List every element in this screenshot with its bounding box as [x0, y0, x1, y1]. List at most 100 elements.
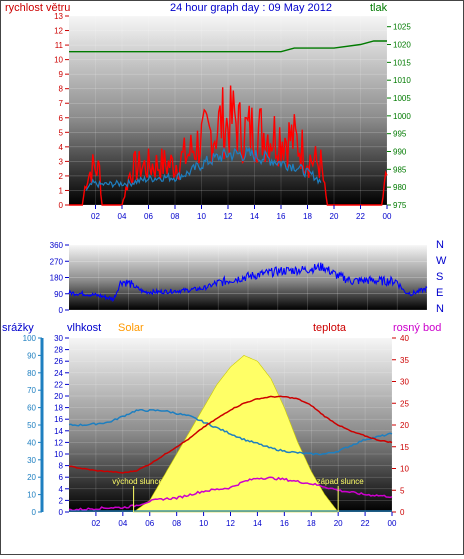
solar-area	[132, 355, 339, 513]
wind-tick-label: 9	[59, 70, 64, 79]
wind-tick-label: 2	[59, 172, 64, 181]
rain-tick-label: 90	[27, 351, 36, 360]
temperature-tick-label: 30	[400, 378, 409, 387]
wind-tick-label: 4	[59, 143, 64, 152]
wind-tick-label: 8	[59, 85, 64, 94]
pressure-axis-label: tlak	[370, 2, 388, 14]
temperature-tick-label: 10	[400, 465, 409, 474]
rain-tick-label: 60	[27, 404, 36, 413]
wind-x-tick-label: 22	[356, 212, 365, 221]
humidity-tick-label: 16	[54, 415, 63, 424]
humidity-tick-label: 30	[54, 334, 63, 343]
wind-tick-label: 11	[55, 41, 64, 50]
combo-x-tick-label: 18	[307, 519, 316, 528]
direction-plot-bg	[69, 245, 427, 310]
combo-x-tick-label: 02	[91, 519, 100, 528]
rain-tick-label: 0	[32, 508, 37, 517]
pressure-tick-label: 1025	[393, 23, 411, 32]
temperature-tick-label: 20	[400, 421, 409, 430]
pressure-tick-label: 990	[393, 148, 407, 157]
combo-x-ticks: 02 04 06 08 10 12 14 16 18 20 22 00	[91, 512, 397, 528]
rain-tick-label: 70	[27, 386, 36, 395]
humidity-tick-label: 18	[54, 404, 63, 413]
combo-x-tick-label: 14	[253, 519, 262, 528]
temperature-tick-label: 5	[400, 486, 405, 495]
wind-average-line	[85, 146, 322, 191]
rain-axis-label: srážky	[2, 322, 34, 334]
wind-x-tick-label: 04	[118, 212, 127, 221]
combo-x-tick-label: 16	[280, 519, 289, 528]
wind-tick-label: 1	[59, 186, 64, 195]
wind-tick-label: 6	[59, 114, 64, 123]
temperature-tick-label: 35	[400, 356, 409, 365]
humidity-tick-label: 22	[54, 380, 63, 389]
pressure-series	[69, 40, 387, 53]
sunrise-label: východ slunce	[112, 477, 163, 486]
combo-x-tick-label: 04	[118, 519, 127, 528]
wind-axis-label: rychlost větru	[5, 2, 70, 14]
direction-tick-label: 180	[50, 274, 64, 283]
wind-x-ticks: 02 04 06 08 10 12 14 16 18 20 22 00	[91, 205, 392, 221]
humidity-tick-label: 28	[54, 346, 63, 355]
combo-x-tick-label: 10	[199, 519, 208, 528]
rain-tick-label: 30	[27, 456, 36, 465]
direction-tick-label: 0	[59, 306, 64, 315]
wind-x-tick-label: 02	[91, 212, 100, 221]
combo-x-tick-label: 12	[226, 519, 235, 528]
humidity-tick-label: 6	[59, 473, 64, 482]
temperature-axis-label: teplota	[313, 322, 347, 334]
pressure-tick-label: 995	[393, 130, 407, 139]
wind-tick-label: 7	[59, 99, 64, 108]
pressure-tick-label: 1000	[393, 112, 411, 121]
wind-x-tick-label: 00	[383, 212, 392, 221]
direction-left-ticks: 0 90 180 270 360	[50, 241, 69, 315]
direction-tick-label: 360	[50, 241, 64, 250]
sun-annotations: východ slunce západ slunce	[112, 477, 364, 512]
humidity-tick-label: 8	[59, 462, 64, 471]
humidity-tick-label: 12	[54, 438, 63, 447]
pressure-right-ticks: 975 980 985 990 995 1000 1005 1010 1015 1020 1025	[387, 23, 411, 210]
humidity-tick-label: 10	[54, 450, 63, 459]
wind-tick-label: 10	[54, 56, 63, 65]
wind-tick-label: 3	[59, 157, 64, 166]
temperature-line	[68, 395, 393, 474]
wind-tick-label: 13	[54, 12, 63, 21]
pressure-tick-label: 1015	[393, 58, 411, 67]
wind-x-tick-label: 14	[250, 212, 259, 221]
humidity-line	[68, 408, 393, 456]
combo-x-tick-label: 06	[145, 519, 154, 528]
temperature-tick-label: 0	[400, 508, 405, 517]
humidity-tick-label: 2	[59, 496, 64, 505]
sunset-label: západ slunce	[317, 477, 365, 486]
temperature-tick-label: 15	[400, 443, 409, 452]
direction-series	[68, 262, 428, 302]
solar-series	[132, 355, 339, 513]
humidity-tick-label: 4	[59, 485, 64, 494]
direction-tick-label: 90	[54, 290, 63, 299]
combo-x-tick-label: 20	[334, 519, 343, 528]
direction-plot-grid	[69, 244, 428, 311]
temperature-ticks: 0 5 10 15 20 25 30 35 40	[392, 334, 409, 517]
humidity-tick-label: 24	[54, 369, 63, 378]
compass-label: N	[436, 303, 444, 315]
dewpoint-axis-label: rosný bod	[393, 322, 441, 334]
pressure-tick-label: 985	[393, 165, 407, 174]
wind-x-tick-label: 20	[330, 212, 339, 221]
wind-x-tick-label: 10	[197, 212, 206, 221]
humidity-tick-label: 14	[54, 427, 63, 436]
compass-label: E	[436, 287, 443, 299]
rain-tick-label: 20	[27, 473, 36, 482]
pressure-tick-label: 1020	[393, 41, 411, 50]
combo-x-tick-label: 22	[361, 519, 370, 528]
humidity-axis-label: vlhkost	[67, 322, 101, 334]
pressure-line	[69, 40, 387, 53]
rain-ticks: 0 10 20 30 40 50 60 70 80 90 100	[23, 334, 42, 517]
compass-label: W	[436, 255, 447, 267]
humidity-tick-label: 20	[54, 392, 63, 401]
rain-tick-label: 100	[23, 334, 37, 343]
wind-tick-label: 12	[54, 27, 63, 36]
rain-tick-label: 50	[27, 421, 36, 430]
rain-tick-label: 80	[27, 369, 36, 378]
